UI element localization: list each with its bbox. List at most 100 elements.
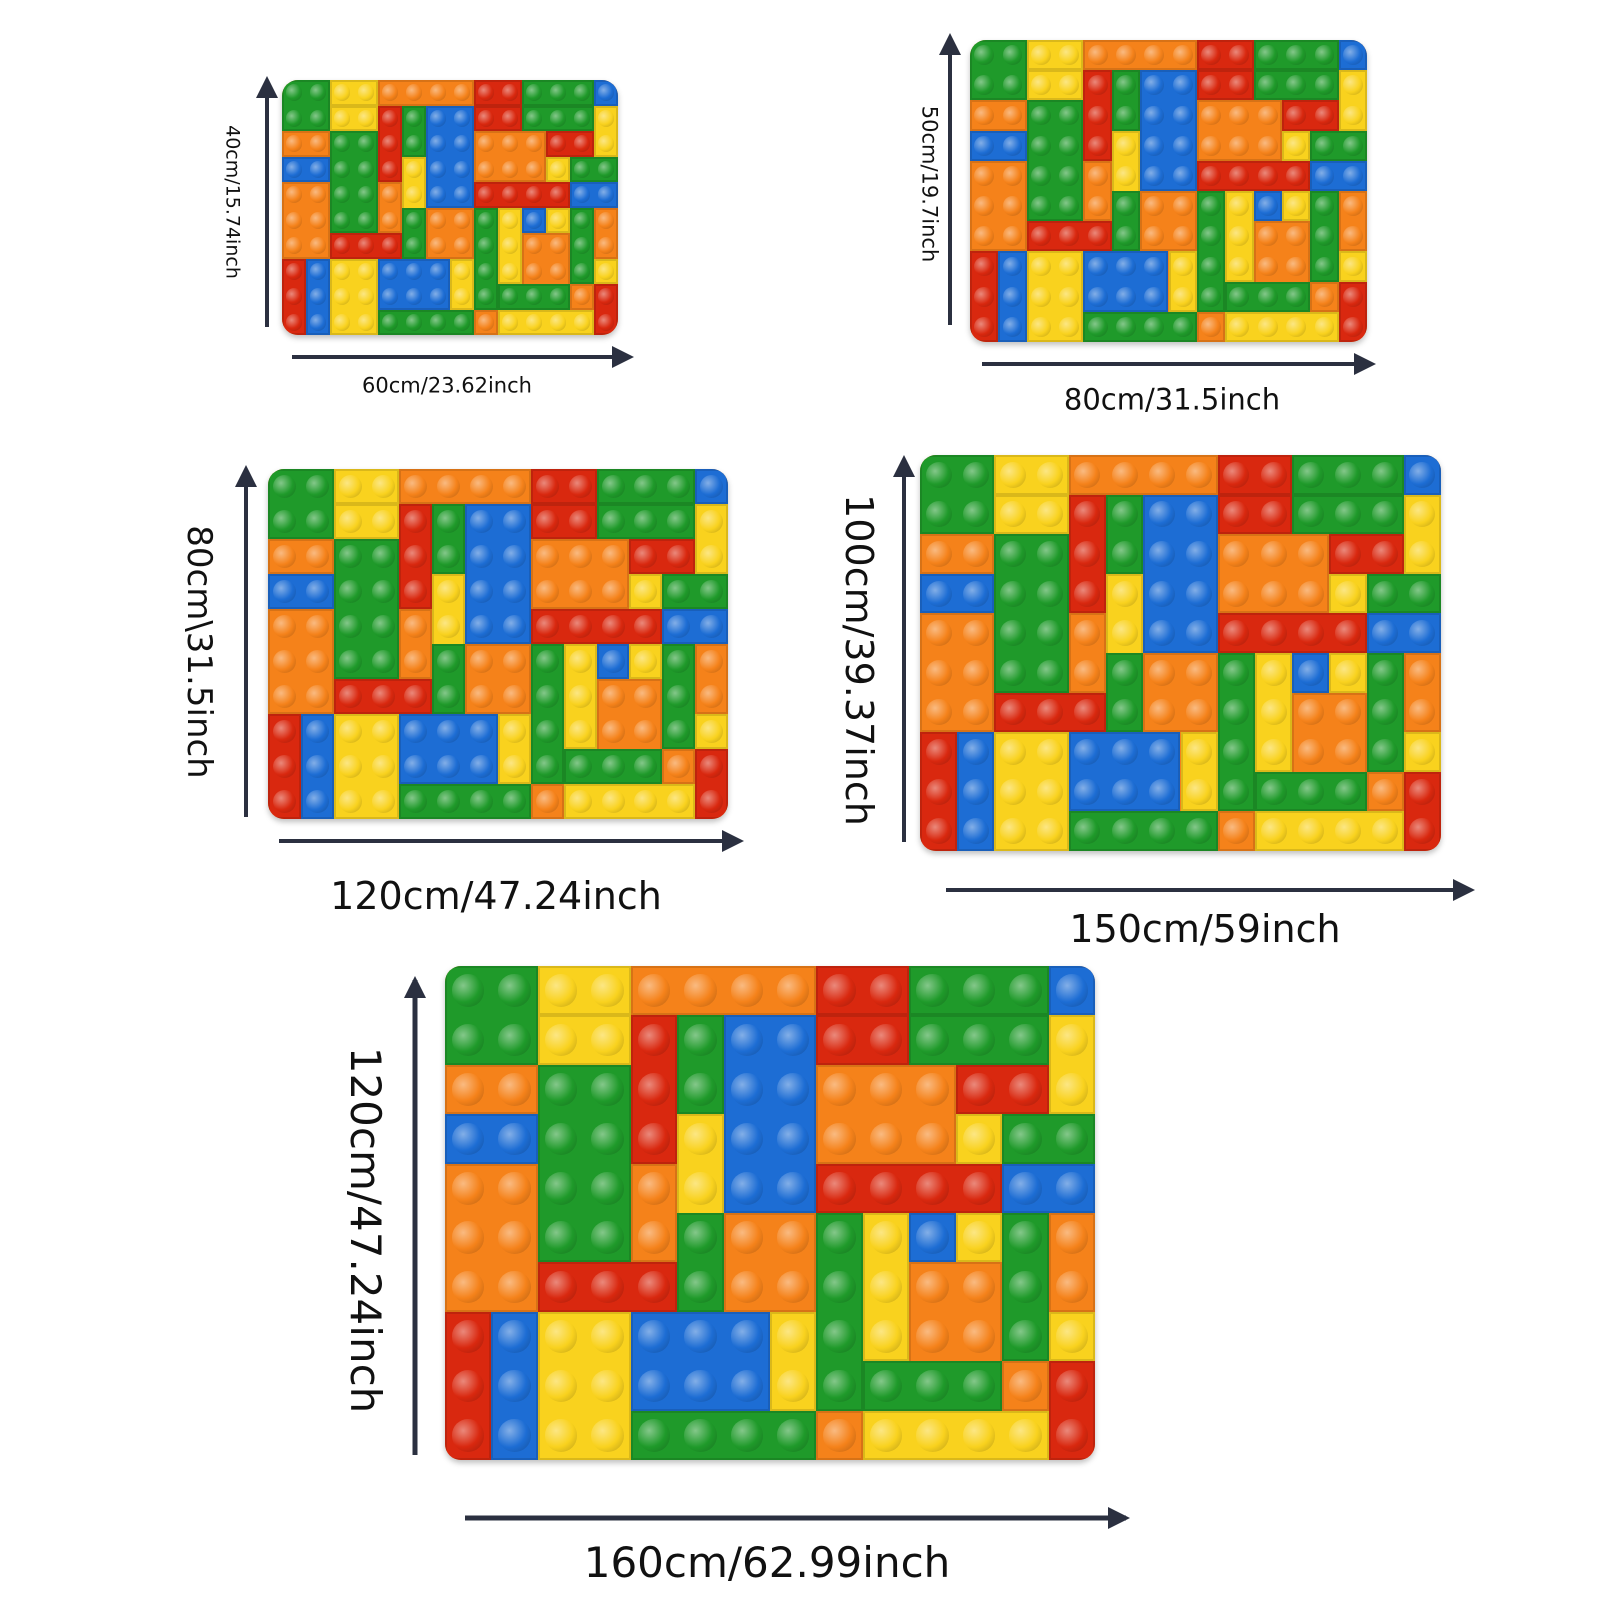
brick-stud	[525, 160, 543, 178]
brick-stud	[700, 755, 724, 778]
brick-stud	[502, 650, 526, 673]
brick-stud	[1201, 196, 1221, 217]
brick-stud	[597, 313, 615, 331]
brick-stud	[568, 650, 592, 673]
brick-stud	[601, 510, 625, 533]
brick-stud	[667, 720, 691, 743]
brick-stud	[404, 650, 428, 673]
brick-stud	[1111, 540, 1138, 568]
brick-stud	[1201, 165, 1221, 186]
brick-stud	[1059, 105, 1080, 126]
brick-stud	[1055, 1320, 1089, 1353]
brick-stud	[1201, 135, 1221, 156]
brick-stud	[1260, 461, 1287, 488]
brick-stud	[962, 1172, 996, 1205]
brick-stud	[498, 1270, 531, 1304]
width-label-mat-4: 150cm/59inch	[1069, 907, 1341, 951]
brick-stud	[502, 720, 526, 743]
brick-stud	[823, 1023, 856, 1057]
brick-stud	[974, 196, 995, 217]
brick-stud	[1186, 699, 1213, 726]
brick-stud	[916, 1270, 949, 1304]
brick-stud	[1144, 256, 1165, 277]
brick-stud	[597, 237, 615, 255]
brick-stud	[333, 84, 351, 102]
brick-stud	[1037, 738, 1064, 766]
brick-stud	[962, 1221, 996, 1254]
brick-stud	[1201, 256, 1221, 277]
brick-stud	[437, 685, 461, 708]
brick-stud	[272, 650, 296, 673]
brick-stud	[1372, 580, 1399, 607]
brick-stud	[544, 1320, 578, 1353]
brick-stud	[974, 105, 995, 126]
brick-stud	[823, 1369, 856, 1403]
brick-stud	[568, 475, 592, 498]
brick-stud	[1372, 818, 1399, 845]
brick-stud	[1257, 135, 1278, 156]
brick-stud	[549, 313, 567, 331]
brick-stud	[1148, 501, 1175, 528]
brick-stud	[305, 475, 329, 498]
brick-stud	[1111, 818, 1138, 845]
brick-stud	[1223, 699, 1250, 726]
brick-stud	[962, 1023, 996, 1057]
brick-stud	[1201, 105, 1221, 126]
brick-stud	[357, 288, 375, 306]
brick-stud	[525, 186, 543, 204]
brick-stud	[381, 237, 399, 255]
brick-stud	[1229, 286, 1250, 307]
brick-stud	[637, 1073, 671, 1106]
brick-stud	[429, 135, 447, 153]
brick-stud	[684, 1369, 717, 1403]
brick-stud	[568, 615, 592, 638]
brick-stud	[1074, 778, 1101, 805]
brick-stud	[823, 974, 856, 1007]
brick-stud	[1030, 105, 1051, 126]
brick-stud	[285, 109, 303, 127]
brick-stud	[549, 186, 567, 204]
brick-stud	[1223, 659, 1250, 686]
brick-stud	[1409, 540, 1436, 568]
brick-stud	[1009, 1172, 1042, 1205]
brick-stud	[1201, 45, 1221, 66]
brick-stud	[700, 615, 724, 638]
brick-stud	[1111, 461, 1138, 488]
brick-stud	[437, 615, 461, 638]
width-label-mat-1: 60cm/23.62inch	[362, 373, 532, 398]
brick-stud	[1409, 738, 1436, 766]
brick-stud	[1002, 196, 1023, 217]
brick-stud	[371, 580, 395, 603]
brick-stud	[591, 1023, 624, 1057]
brick-stud	[1314, 105, 1335, 126]
brick-stud	[776, 974, 810, 1007]
brick-stud	[371, 720, 395, 743]
brick-stud	[272, 475, 296, 498]
brick-stud	[549, 84, 567, 102]
brick-stud	[285, 262, 303, 280]
brick-stud	[1314, 316, 1335, 337]
brick-stud	[1286, 135, 1307, 156]
brick-stud	[309, 262, 327, 280]
brick-stud	[1286, 316, 1307, 337]
brick-stud	[451, 1023, 485, 1057]
brick-stud	[962, 1073, 996, 1106]
brick-stud	[502, 510, 526, 533]
brick-stud	[1286, 45, 1307, 66]
brick-stud	[1144, 135, 1165, 156]
brick-stud	[502, 475, 526, 498]
brick-stud	[1116, 105, 1136, 126]
brick-stud	[568, 720, 592, 743]
brick-stud	[1314, 256, 1335, 277]
brick-stud	[1037, 778, 1064, 805]
brick-stud	[1116, 316, 1136, 337]
brick-stud	[1334, 461, 1361, 488]
brick-stud	[1372, 699, 1399, 726]
brick-stud	[974, 165, 995, 186]
brick-stud	[1286, 105, 1307, 126]
brick-stud	[477, 186, 495, 204]
brick-stud	[667, 475, 691, 498]
brick-stud	[1037, 620, 1064, 647]
brick-stud	[962, 818, 989, 845]
brick-stud	[1074, 659, 1101, 686]
